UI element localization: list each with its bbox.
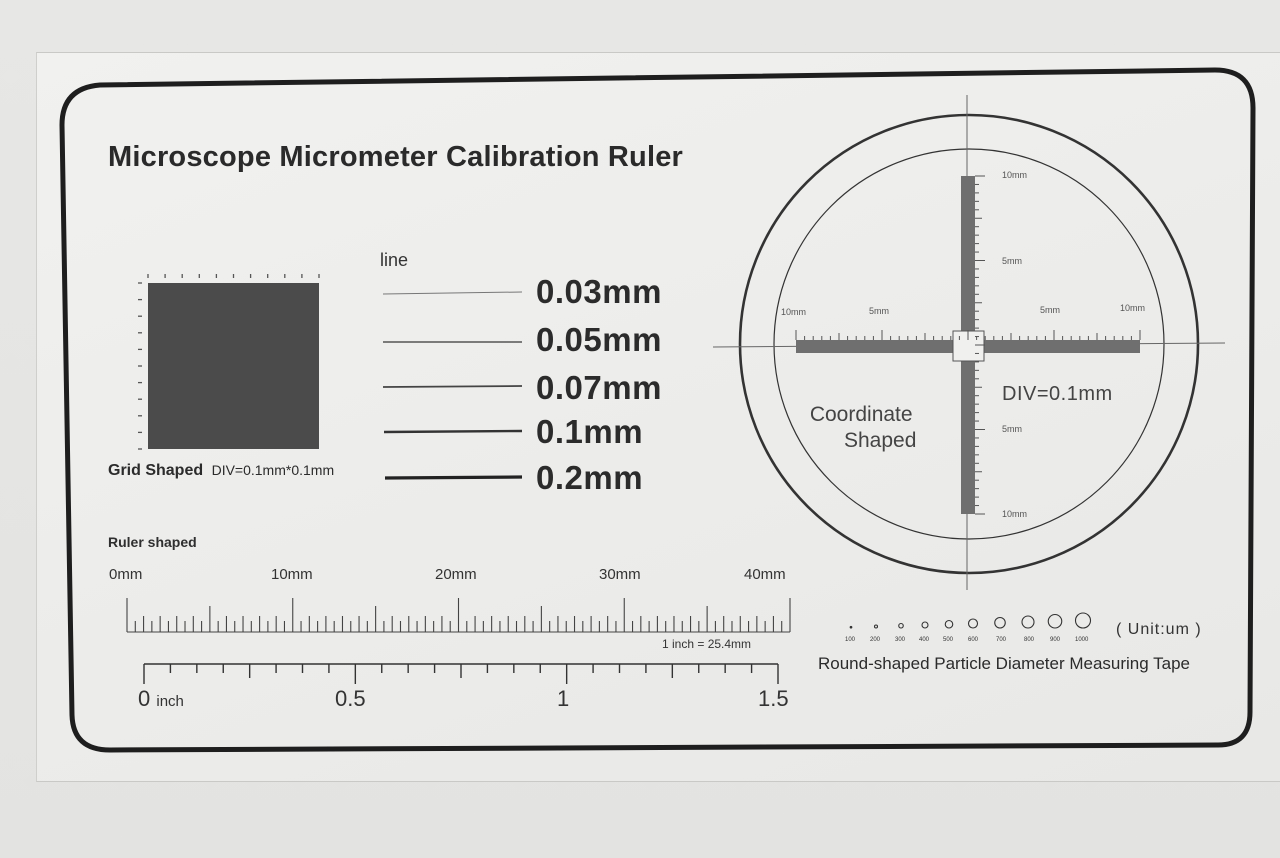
line-width-label: 0.05mm bbox=[536, 321, 662, 358]
reticle-axis-label: 10mm bbox=[1002, 509, 1028, 519]
particle-circle bbox=[849, 625, 853, 629]
line-width-label: 0.2mm bbox=[536, 459, 644, 496]
inch-unit: inch bbox=[156, 693, 184, 710]
reticle-axis-label: 5mm bbox=[1002, 256, 1022, 266]
coordinate-label-line2: Shaped bbox=[844, 429, 917, 453]
particle-size-label: 800 bbox=[1024, 637, 1035, 643]
reticle-axis-label: 5mm bbox=[1040, 305, 1060, 315]
page-title: Microscope Micrometer Calibration Ruler bbox=[108, 141, 684, 173]
particle-circle bbox=[898, 622, 904, 629]
line-width-label: 0.03mm bbox=[536, 273, 662, 310]
inch-zero-label: 0 inch bbox=[138, 688, 184, 710]
grid-div: DIV=0.1mm*0.1mm bbox=[211, 462, 335, 478]
inch-label: 1.5 bbox=[758, 686, 789, 711]
line-sample-02 bbox=[384, 475, 523, 480]
reticle-ticks bbox=[795, 175, 1141, 515]
particle-circle bbox=[873, 624, 879, 629]
grid-ticks bbox=[138, 274, 320, 450]
line-width-label: 0.1mm bbox=[536, 413, 644, 450]
particle-size-label: 500 bbox=[943, 637, 954, 643]
coordinate-div: DIV=0.1mm bbox=[1002, 383, 1113, 405]
particle-circles bbox=[849, 612, 1092, 629]
mm-ruler-ticks bbox=[126, 598, 791, 633]
particle-size-label: 1000 bbox=[1075, 637, 1089, 643]
grid-caption: Grid Shaped DIV=0.1mm*0.1mm bbox=[108, 463, 334, 479]
line-sample-007 bbox=[382, 385, 523, 388]
particle-circle bbox=[921, 621, 929, 629]
particle-circle bbox=[994, 616, 1006, 629]
particle-circle bbox=[1074, 612, 1092, 629]
line-sample-01 bbox=[383, 429, 523, 434]
reticle-axis-label: 5mm bbox=[869, 306, 889, 316]
mm-label: 20mm bbox=[435, 566, 477, 583]
particle-tape-caption: Round-shaped Particle Diameter Measuring… bbox=[818, 654, 1190, 673]
inch-ruler-ticks bbox=[143, 663, 779, 684]
particle-size-label: 300 bbox=[895, 637, 906, 643]
inch-label: 1 bbox=[557, 686, 570, 711]
particle-circle bbox=[967, 618, 979, 629]
inch-zero: 0 bbox=[138, 686, 151, 711]
line-heading: line bbox=[380, 250, 409, 270]
grid-name: Grid Shaped bbox=[108, 462, 204, 479]
line-width-label: 0.07mm bbox=[536, 369, 662, 406]
coordinate-label: Coordinate Shaped bbox=[806, 402, 917, 455]
reticle-bars bbox=[796, 176, 1140, 514]
particle-size-label: 100 bbox=[845, 637, 856, 643]
reticle-axis-label: 10mm bbox=[1120, 303, 1146, 313]
grid-square bbox=[148, 283, 319, 449]
reticle-axis-label: 10mm bbox=[781, 307, 807, 317]
mm-label: 30mm bbox=[599, 566, 641, 583]
particle-size-label: 900 bbox=[1050, 637, 1061, 643]
reticle-axis-label: 5mm bbox=[1002, 424, 1022, 434]
ruler-caption: Ruler shaped bbox=[108, 534, 197, 550]
mm-label: 10mm bbox=[271, 566, 313, 583]
particle-unit: ( Unit:um ) bbox=[1116, 621, 1202, 638]
particle-size-label: 600 bbox=[968, 637, 979, 643]
card-border bbox=[59, 67, 1256, 753]
particle-circle bbox=[1047, 613, 1063, 629]
particle-circle bbox=[944, 619, 954, 629]
reticle-axis-label: 10mm bbox=[1002, 170, 1028, 180]
particle-size-label: 200 bbox=[870, 637, 881, 643]
particle-circle bbox=[1021, 615, 1035, 629]
mm-label: 0mm bbox=[109, 566, 143, 583]
inch-label: 0.5 bbox=[335, 686, 366, 711]
particle-size-label: 700 bbox=[996, 637, 1007, 643]
inch-conversion-note: 1 inch = 25.4mm bbox=[662, 637, 752, 651]
coordinate-label-line1: Coordinate bbox=[809, 403, 913, 426]
line-sample-003 bbox=[382, 291, 523, 295]
particle-size-label: 400 bbox=[919, 637, 930, 643]
mm-label: 40mm bbox=[744, 566, 786, 583]
